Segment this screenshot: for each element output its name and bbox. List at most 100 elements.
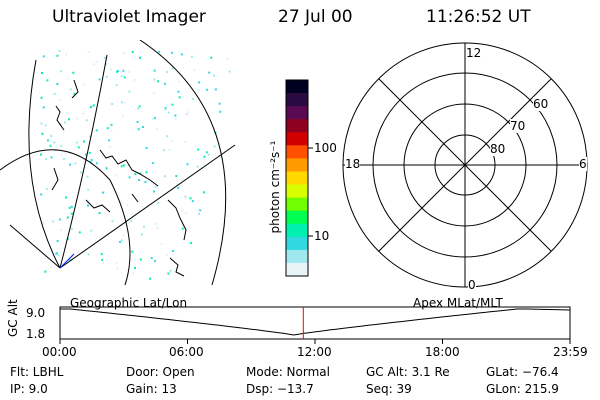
emission-speck [181, 209, 184, 212]
latitude-circle [139, 40, 227, 285]
emission-speck [228, 70, 231, 73]
colorbar-band [286, 223, 308, 238]
glon-value: GLon: 215.9 [486, 382, 559, 396]
emission-speck [44, 124, 47, 127]
emission-speck [163, 82, 166, 85]
timeline-xtick-1200: 12:00 [297, 345, 332, 359]
emission-speck [87, 50, 90, 53]
emission-speck [190, 55, 193, 58]
emission-speck [88, 151, 91, 154]
emission-speck [66, 77, 69, 80]
emission-speck [40, 153, 42, 156]
emission-speck [57, 254, 60, 257]
emission-speck [181, 227, 184, 230]
emission-speck [184, 195, 187, 198]
meridian-line [59, 144, 236, 269]
timeline-ytick-low: 1.8 [26, 327, 46, 341]
emission-speck [191, 200, 194, 203]
emission-speck [205, 151, 208, 154]
emission-speck [142, 126, 144, 128]
emission-speck [139, 56, 141, 59]
emission-speck [213, 145, 216, 148]
emission-speck [98, 78, 101, 81]
orbit-altitude-timeline [59, 306, 571, 344]
emission-speck [55, 252, 58, 255]
emission-speck [80, 171, 82, 174]
emission-speck [72, 71, 75, 74]
emission-speck [219, 110, 222, 113]
emission-speck [53, 141, 56, 144]
emission-speck [64, 53, 67, 56]
emission-speck [167, 272, 170, 275]
coastline [55, 105, 65, 131]
coastline [85, 199, 111, 213]
emission-speck [115, 84, 118, 87]
emission-speck [137, 128, 140, 131]
emission-speck [60, 154, 63, 157]
emission-speck [111, 103, 114, 105]
colorbar-band [286, 145, 308, 159]
mlat-label-70: 70 [510, 119, 526, 133]
emission-speck [150, 257, 153, 259]
emission-speck [87, 188, 90, 191]
emission-speck [177, 90, 180, 93]
emission-speck [133, 78, 136, 81]
emission-speck [153, 78, 156, 81]
emission-speck [184, 141, 187, 144]
colorbar-band [286, 132, 308, 146]
colorbar-tick-10: 10 [314, 229, 330, 243]
emission-speck [86, 175, 89, 178]
emission-speck [53, 92, 56, 95]
colorbar-band [286, 210, 308, 225]
emission-speck [58, 50, 61, 52]
emission-speck [203, 155, 206, 158]
emission-speck [68, 118, 70, 121]
emission-speck [130, 219, 133, 222]
emission-speck [50, 266, 52, 268]
emission-speck [160, 243, 163, 246]
emission-speck [134, 266, 136, 269]
emission-speck [50, 134, 53, 137]
coastline [71, 79, 79, 99]
emission-speck [70, 227, 73, 230]
emission-speck [90, 159, 93, 161]
instrument-title: Ultraviolet Imager [52, 7, 206, 27]
emission-speck [119, 241, 122, 243]
colorbar-band [286, 184, 308, 199]
emission-speck [123, 101, 126, 104]
emission-speck [105, 167, 108, 170]
emission-speck [87, 253, 90, 256]
emission-speck [69, 163, 72, 166]
emission-speck [180, 53, 183, 56]
emission-speck [178, 80, 181, 83]
emission-speck [92, 63, 95, 66]
emission-speck [170, 140, 173, 142]
emission-speck [163, 175, 166, 178]
emission-speck [158, 50, 161, 53]
emission-speck [128, 70, 131, 73]
emission-speck [85, 119, 88, 122]
emission-speck [154, 260, 156, 263]
emission-speck [197, 148, 200, 151]
emission-speck [76, 117, 79, 120]
mode-value: Mode: Normal [246, 365, 330, 379]
emission-speck [102, 191, 104, 194]
emission-speck [115, 174, 118, 177]
emission-speck [59, 218, 62, 221]
emission-speck [202, 191, 205, 194]
emission-speck [108, 145, 111, 148]
meridian-line [28, 59, 61, 269]
timeline-xtick-2359: 23:59 [553, 345, 588, 359]
emission-speck [189, 197, 192, 200]
emission-speck [40, 96, 43, 99]
emission-speck [178, 96, 181, 99]
emission-speck [116, 70, 118, 73]
gain-value: Gain: 13 [126, 382, 177, 396]
timeline-axis-title: GC Alt [6, 299, 20, 337]
colorbar-band [286, 106, 308, 120]
emission-speck [207, 153, 210, 156]
emission-speck [110, 123, 113, 126]
emission-speck [157, 80, 160, 83]
emission-speck [174, 114, 177, 117]
emission-speck [84, 153, 87, 156]
